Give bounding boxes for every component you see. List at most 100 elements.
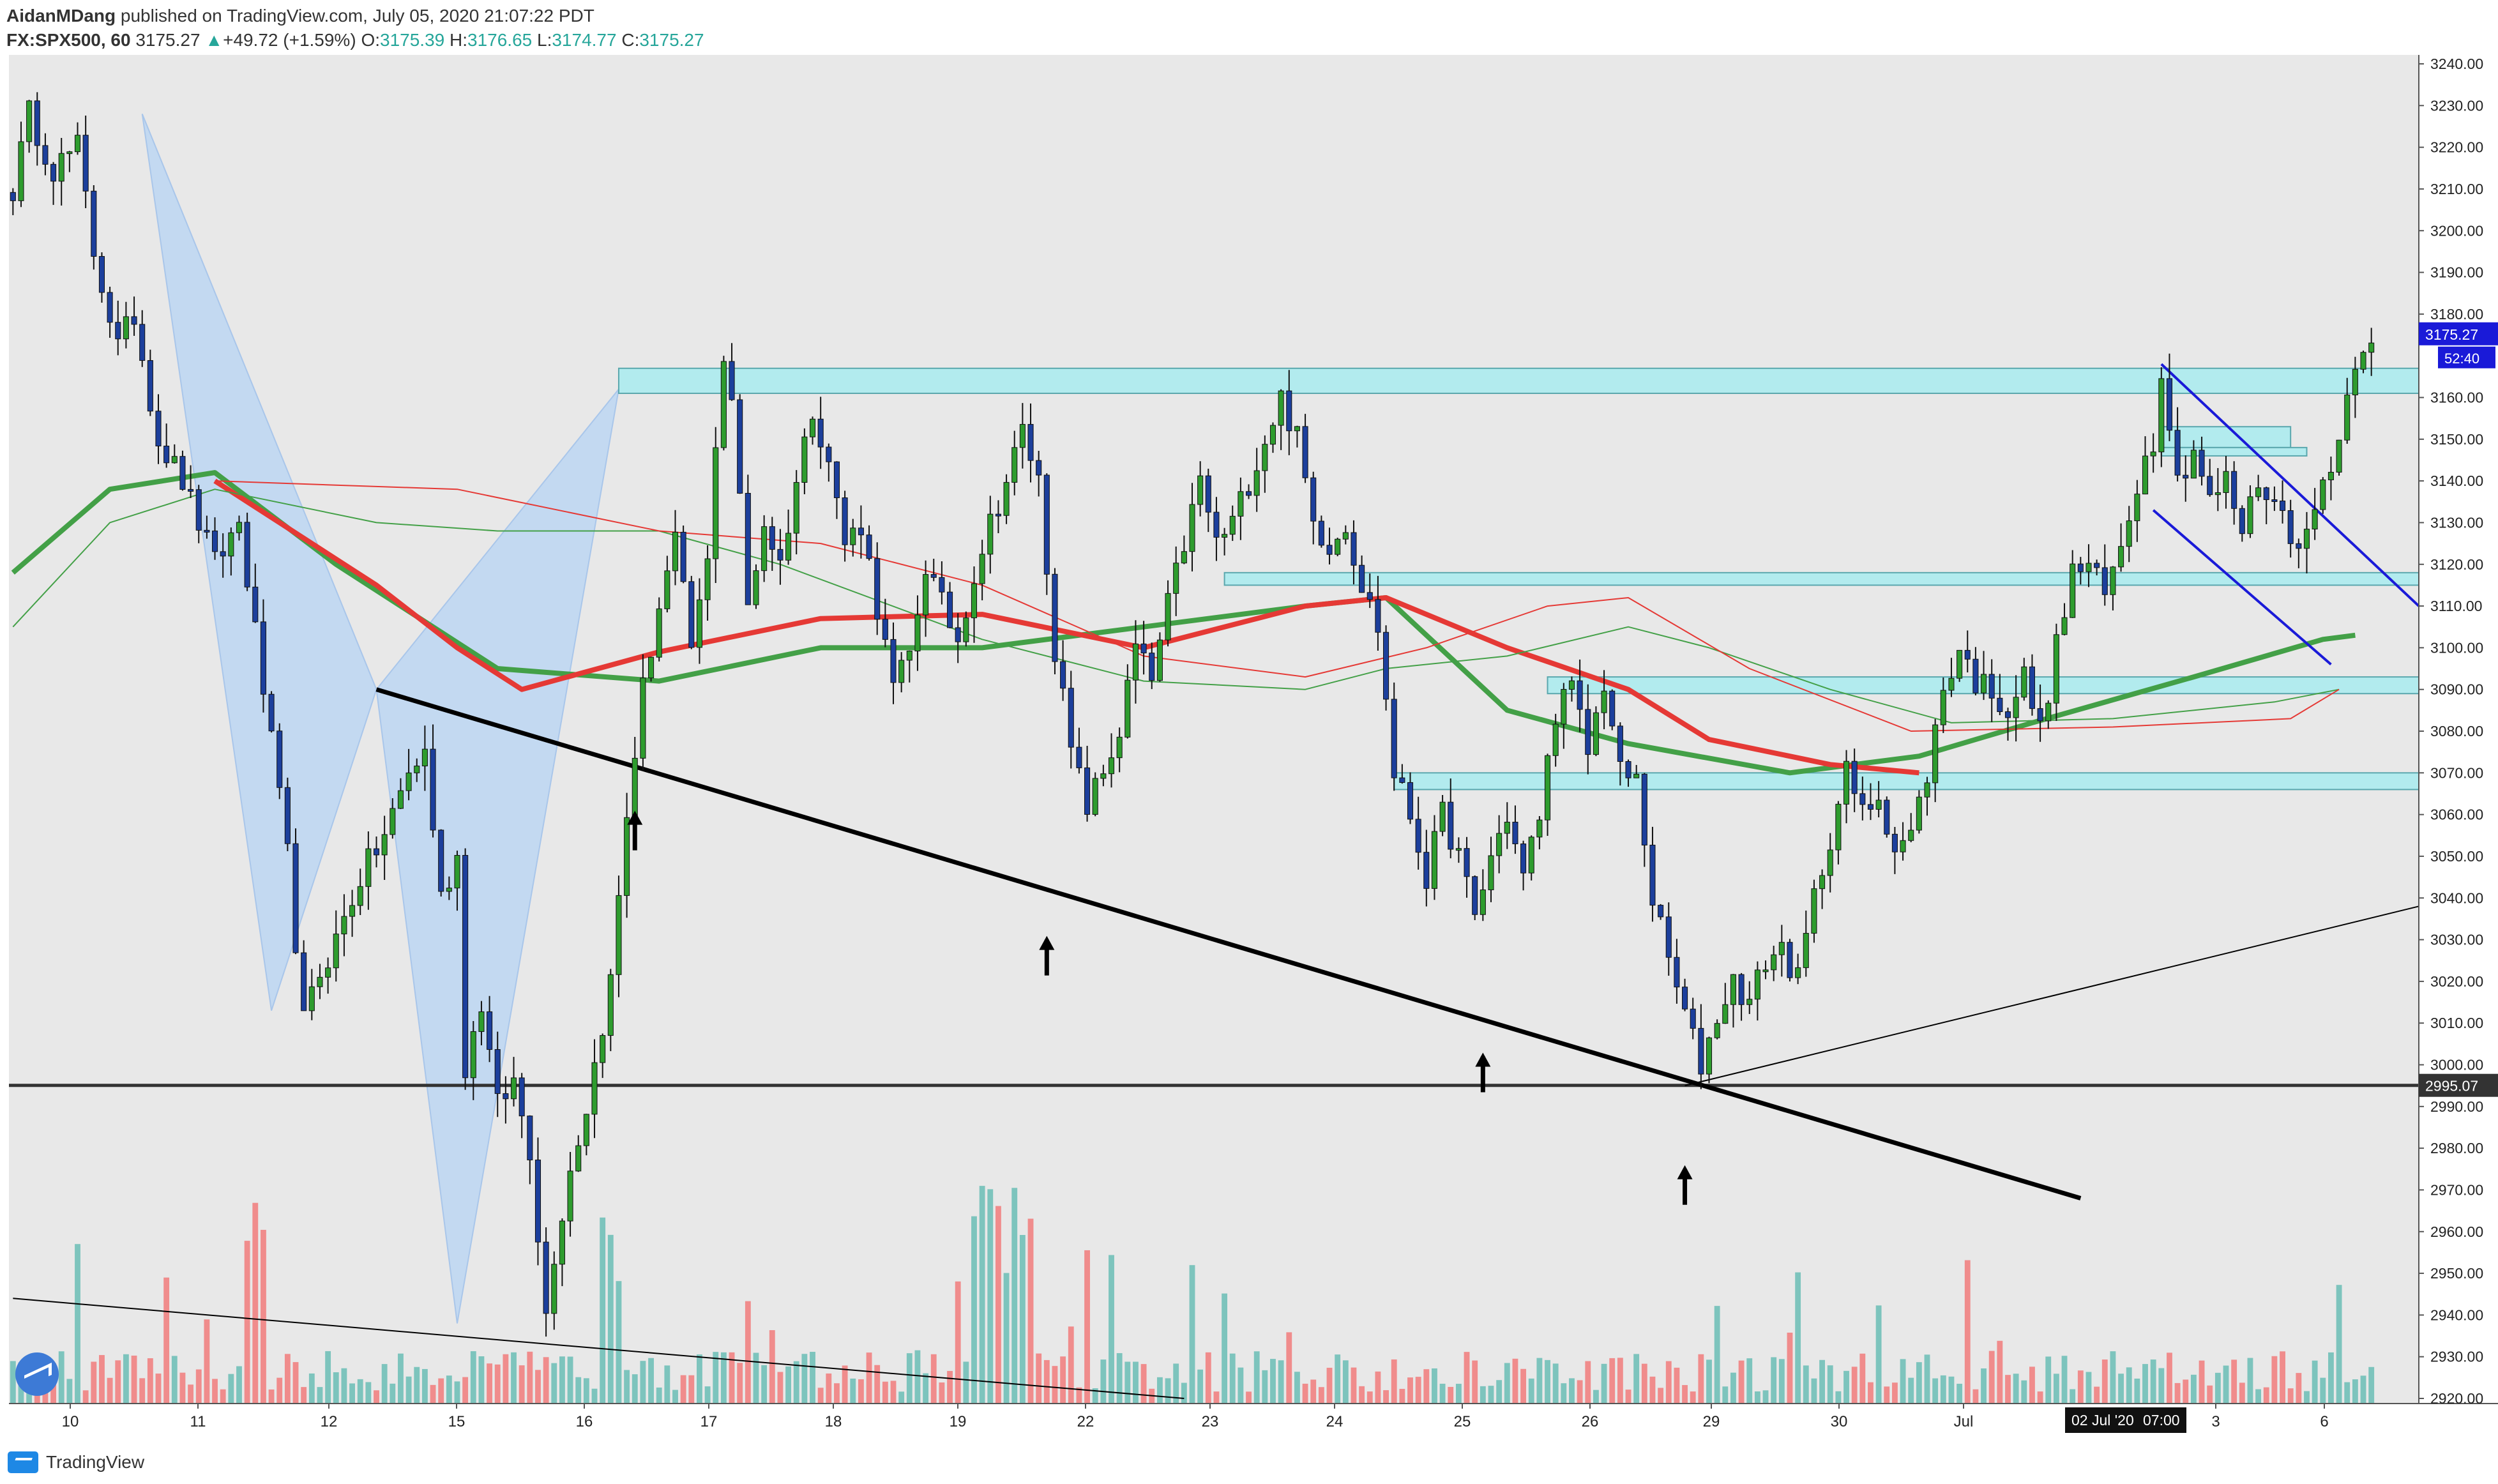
volume-bar	[1100, 1359, 1107, 1404]
volume-bar	[1318, 1387, 1324, 1404]
candle-body	[777, 549, 783, 561]
candle-body	[381, 834, 388, 856]
candle-body	[842, 497, 848, 545]
candle	[1238, 477, 1244, 540]
candle-body	[2101, 567, 2108, 595]
volume-bar	[583, 1378, 589, 1404]
candle	[1439, 794, 1446, 837]
volume-bar	[1133, 1361, 1139, 1404]
candle-body	[1003, 481, 1010, 516]
candle-body	[769, 526, 775, 550]
candle-body	[1439, 801, 1446, 832]
time-axis[interactable]: 10 11 12 15 16 17 18 19 22 23 24 25 26 29 30 Jul 3 6	[62, 1404, 2329, 1430]
candle-body	[1625, 761, 1631, 778]
volume-bar	[1738, 1360, 1745, 1404]
publisher-name[interactable]: AidanMDang	[6, 6, 116, 26]
volume-bar	[1278, 1360, 1284, 1404]
volume-bar	[2336, 1285, 2342, 1404]
symbol-label[interactable]: FX:SPX500, 60	[6, 30, 131, 50]
plot-area[interactable]	[9, 55, 2419, 1404]
volume-bar	[179, 1372, 186, 1404]
candle	[2239, 505, 2245, 542]
candle-body	[82, 135, 89, 192]
candle	[292, 828, 299, 955]
candle	[1286, 370, 1292, 455]
candle-body	[946, 591, 953, 628]
candle-body	[1714, 1023, 1720, 1038]
candle-body	[1528, 837, 1534, 874]
candle	[349, 890, 356, 937]
volume-bar	[438, 1378, 444, 1404]
price-tick-label: 2980.00	[2430, 1140, 2483, 1156]
volume-bar	[624, 1370, 630, 1404]
candle-body	[244, 522, 250, 587]
candle-body	[1957, 649, 1963, 679]
candle-body	[850, 527, 856, 545]
candle	[850, 519, 856, 557]
volume-bar	[421, 1368, 428, 1404]
candle	[567, 1151, 573, 1237]
candle	[2126, 506, 2132, 563]
volume-bar	[1391, 1359, 1397, 1404]
candle-body	[1867, 804, 1874, 810]
candle-body	[1658, 905, 1664, 918]
volume-bar	[2126, 1367, 2132, 1404]
candle-body	[58, 153, 64, 182]
candle-body	[1585, 709, 1591, 755]
candle	[284, 777, 291, 852]
candle	[2336, 439, 2342, 476]
volume-bar	[2360, 1375, 2366, 1404]
volume-bar	[1496, 1380, 1503, 1404]
price-axis[interactable]: 3240.00 3230.00 3220.00 3210.00 3200.00 3190.…	[2419, 56, 2483, 1407]
price-tick-label: 3110.00	[2430, 598, 2482, 614]
volume-bar	[1714, 1306, 1720, 1404]
candle	[575, 1135, 582, 1172]
volume-bar	[1351, 1367, 1357, 1404]
arrows	[627, 810, 1693, 1205]
volume-bar	[66, 1379, 73, 1404]
volume-bar	[785, 1366, 792, 1404]
candle-body	[1068, 688, 1074, 748]
candle	[874, 542, 881, 635]
volume-bar	[2190, 1374, 2197, 1404]
price-tick-label: 3160.00	[2430, 390, 2483, 406]
candle-body	[1609, 690, 1616, 727]
candle	[123, 301, 129, 349]
candle-body	[1940, 690, 1946, 725]
candle-body	[1948, 678, 1955, 691]
candle-body	[1222, 534, 1228, 538]
up-arrow-icon	[1475, 1052, 1491, 1093]
candle-body	[2166, 378, 2173, 431]
volume-bar	[1383, 1390, 1389, 1404]
candle-body	[1165, 593, 1171, 640]
candle	[1488, 837, 1494, 902]
trendlines	[9, 363, 2420, 1399]
candle-body	[575, 1145, 582, 1172]
candle	[1278, 389, 1284, 450]
candle	[600, 1033, 606, 1079]
candle	[1108, 733, 1115, 788]
volume-bar	[890, 1381, 897, 1404]
volume-bar	[1552, 1363, 1559, 1404]
time-tick-label: Jul	[1954, 1413, 1974, 1430]
volume-bar	[1771, 1357, 1777, 1404]
price-tick-label: 2920.00	[2430, 1390, 2483, 1407]
volume-bar	[1124, 1361, 1131, 1404]
time-tick-label: 19	[950, 1413, 967, 1430]
candle-body	[995, 513, 1001, 517]
candle	[405, 748, 412, 801]
volume-bar	[842, 1365, 848, 1404]
volume-bar	[470, 1351, 476, 1404]
candle-body	[2328, 471, 2334, 480]
candle-body	[510, 1077, 517, 1100]
candle	[1544, 753, 1551, 836]
price-tick-label: 2960.00	[2430, 1223, 2483, 1240]
price-tick-label: 2990.00	[2430, 1098, 2483, 1115]
brand-label[interactable]: TradingView	[46, 1452, 145, 1472]
volume-bar	[858, 1379, 864, 1404]
candle	[1310, 471, 1317, 545]
candle	[163, 423, 170, 468]
candle-body	[18, 141, 24, 201]
candle	[317, 964, 323, 999]
